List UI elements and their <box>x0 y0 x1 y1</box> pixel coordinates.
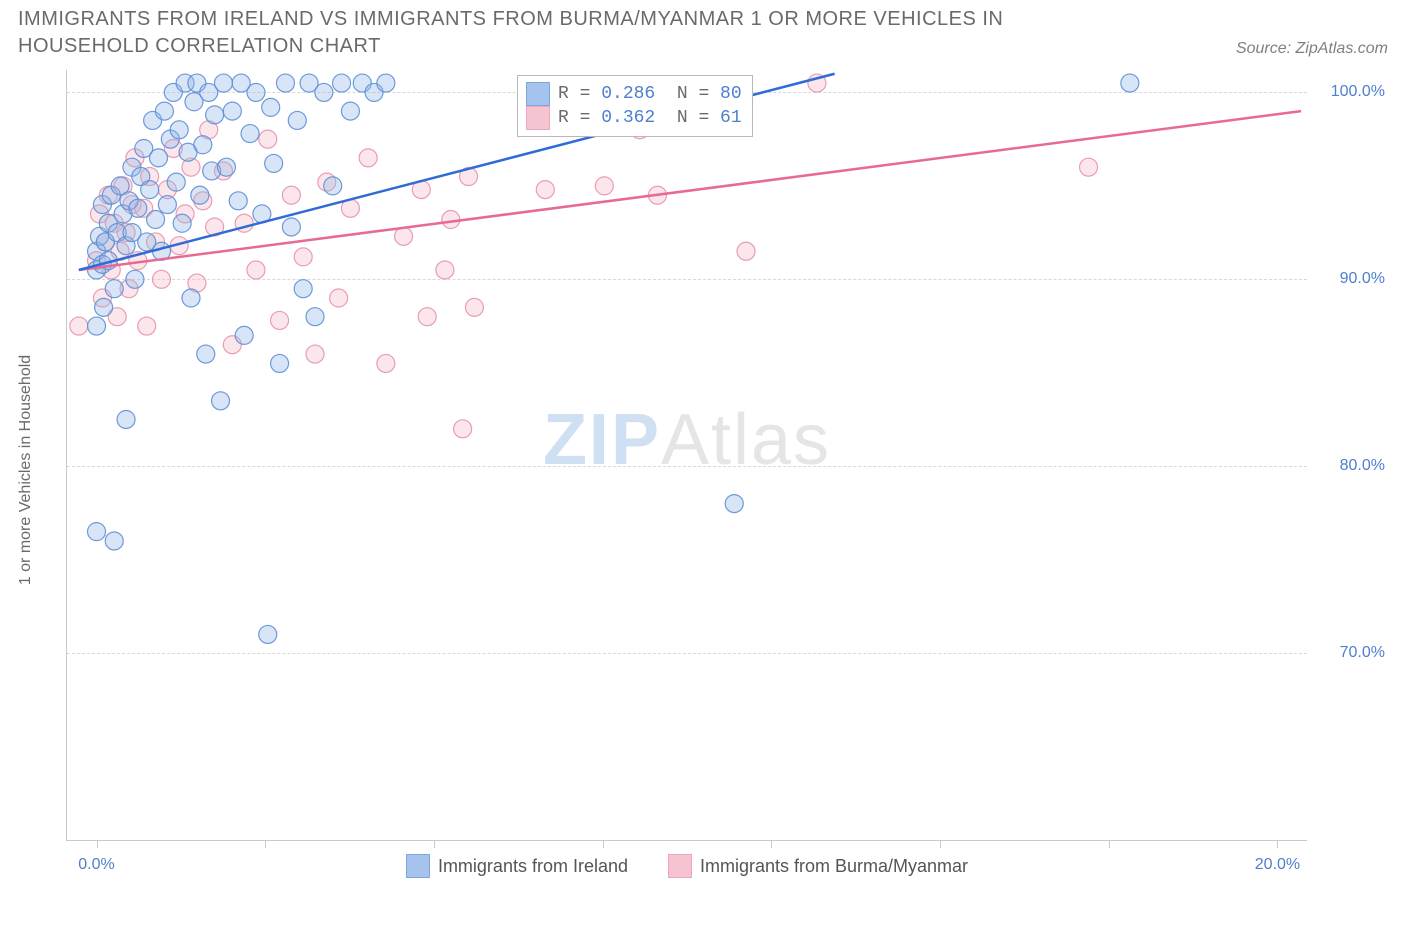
series-a-point <box>126 270 144 288</box>
series-a-point <box>117 410 135 428</box>
source-label: Source: ZipAtlas.com <box>1236 40 1388 60</box>
series-b-point <box>259 130 277 148</box>
series-b-point <box>395 227 413 245</box>
series-a-point <box>259 625 277 643</box>
series-a-point <box>265 154 283 172</box>
series-a-point <box>182 289 200 307</box>
series-a-point <box>197 345 215 363</box>
stats-text-a: R = 0.286 N = 80 <box>558 84 742 104</box>
chart-svg <box>67 70 1307 840</box>
series-a-point <box>271 354 289 372</box>
swatch-series-a <box>526 82 550 106</box>
series-a-point <box>333 74 351 92</box>
y-tick-label: 100.0% <box>1315 83 1385 101</box>
x-tick <box>771 840 772 848</box>
series-a-point <box>217 158 235 176</box>
series-a-point <box>194 136 212 154</box>
chart-title: IMMIGRANTS FROM IRELAND VS IMMIGRANTS FR… <box>18 6 1138 60</box>
series-a-point <box>315 83 333 101</box>
series-b-point <box>1080 158 1098 176</box>
x-tick <box>97 840 98 848</box>
series-b-point <box>377 354 395 372</box>
series-a-point <box>88 317 106 335</box>
stats-row-b: R = 0.362 N = 61 <box>526 106 742 130</box>
series-b-point <box>330 289 348 307</box>
series-b-point <box>436 261 454 279</box>
series-a-point <box>105 280 123 298</box>
series-a-point <box>294 280 312 298</box>
series-a-point <box>158 196 176 214</box>
legend-label-b: Immigrants from Burma/Myanmar <box>700 856 968 877</box>
y-tick-label: 70.0% <box>1315 644 1385 662</box>
series-a-point <box>206 106 224 124</box>
plot-area: 70.0%80.0%90.0%100.0% ZIPAtlas R = 0.286… <box>66 70 1307 841</box>
series-a-point <box>288 111 306 129</box>
series-b-point <box>418 308 436 326</box>
series-a-point <box>262 98 280 116</box>
series-a-point <box>223 102 241 120</box>
series-a-point <box>241 125 259 143</box>
x-tick <box>434 840 435 848</box>
series-a-point <box>212 392 230 410</box>
series-b-point <box>70 317 88 335</box>
stats-row-a: R = 0.286 N = 80 <box>526 82 742 106</box>
series-a-point <box>141 181 159 199</box>
x-tick <box>940 840 941 848</box>
series-b-point <box>247 261 265 279</box>
series-a-point <box>1121 74 1139 92</box>
series-b-point <box>359 149 377 167</box>
x-tick <box>265 840 266 848</box>
series-a-point <box>377 74 395 92</box>
series-a-point <box>147 211 165 229</box>
x-tick <box>1109 840 1110 848</box>
series-b-point <box>737 242 755 260</box>
y-tick-label: 90.0% <box>1315 270 1385 288</box>
series-a-point <box>88 523 106 541</box>
y-tick-label: 80.0% <box>1315 457 1385 475</box>
legend-item-b: Immigrants from Burma/Myanmar <box>668 854 968 878</box>
y-axis-title: 1 or more Vehicles in Household <box>17 355 35 585</box>
series-a-point <box>276 74 294 92</box>
x-tick <box>603 840 604 848</box>
bottom-legend: Immigrants from Ireland Immigrants from … <box>67 854 1307 878</box>
series-b-point <box>442 211 460 229</box>
series-a-point <box>173 214 191 232</box>
series-b-point <box>536 181 554 199</box>
stats-text-b: R = 0.362 N = 61 <box>558 108 742 128</box>
series-a-point <box>150 149 168 167</box>
series-a-point <box>725 495 743 513</box>
series-b-point <box>138 317 156 335</box>
series-b-point <box>454 420 472 438</box>
legend-swatch-a <box>406 854 430 878</box>
series-a-point <box>235 326 253 344</box>
stats-legend-box: R = 0.286 N = 80 R = 0.362 N = 61 <box>517 75 753 137</box>
series-a-point <box>282 218 300 236</box>
series-a-point <box>105 532 123 550</box>
series-b-point <box>282 186 300 204</box>
series-a-point <box>324 177 342 195</box>
series-a-point <box>170 121 188 139</box>
series-a-point <box>341 102 359 120</box>
legend-label-a: Immigrants from Ireland <box>438 856 628 877</box>
series-a-point <box>306 308 324 326</box>
series-b-point <box>152 270 170 288</box>
series-a-point <box>155 102 173 120</box>
series-b-point <box>294 248 312 266</box>
series-b-point <box>271 311 289 329</box>
series-b-point <box>595 177 613 195</box>
series-b-point <box>465 298 483 316</box>
series-a-point <box>247 83 265 101</box>
series-a-point <box>214 74 232 92</box>
x-tick <box>1277 840 1278 848</box>
series-a-point <box>191 186 209 204</box>
swatch-series-b <box>526 106 550 130</box>
series-a-point <box>229 192 247 210</box>
series-a-point <box>95 298 113 316</box>
legend-swatch-b <box>668 854 692 878</box>
legend-item-a: Immigrants from Ireland <box>406 854 628 878</box>
series-a-point <box>129 199 147 217</box>
series-b-point <box>306 345 324 363</box>
series-a-point <box>167 173 185 191</box>
